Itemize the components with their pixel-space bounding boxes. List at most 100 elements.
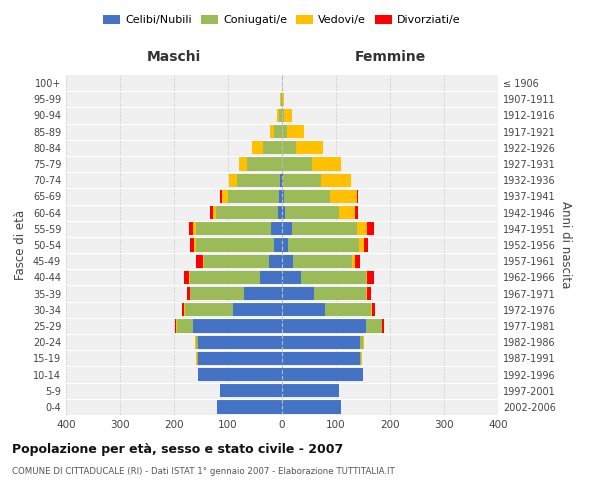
- Bar: [220, 384, 282, 398]
- Bar: [176, 320, 193, 332]
- Bar: [281, 92, 282, 106]
- Bar: [355, 254, 360, 268]
- Bar: [190, 238, 194, 252]
- Bar: [196, 254, 203, 268]
- Bar: [196, 336, 198, 349]
- Bar: [367, 287, 371, 300]
- Bar: [221, 190, 228, 203]
- Bar: [190, 287, 244, 300]
- Bar: [282, 174, 283, 187]
- Bar: [210, 206, 213, 220]
- Bar: [184, 270, 189, 284]
- Bar: [244, 287, 282, 300]
- Bar: [314, 287, 366, 300]
- Bar: [228, 190, 280, 203]
- Bar: [194, 336, 196, 349]
- Bar: [175, 320, 176, 332]
- Bar: [282, 109, 284, 122]
- Bar: [277, 109, 280, 122]
- Bar: [301, 270, 366, 284]
- Bar: [282, 222, 292, 235]
- Bar: [284, 109, 292, 122]
- Text: COMUNE DI CITTADUCALE (RI) - Dati ISTAT 1° gennaio 2007 - Elaborazione TUTTITALI: COMUNE DI CITTADUCALE (RI) - Dati ISTAT …: [12, 468, 395, 476]
- Bar: [293, 254, 352, 268]
- Bar: [321, 174, 350, 187]
- Bar: [190, 270, 260, 284]
- Bar: [296, 141, 323, 154]
- Bar: [269, 254, 282, 268]
- Bar: [280, 92, 281, 106]
- Bar: [282, 303, 325, 316]
- Text: Femmine: Femmine: [355, 50, 425, 64]
- Bar: [193, 320, 282, 332]
- Bar: [269, 125, 274, 138]
- Bar: [289, 238, 359, 252]
- Bar: [271, 222, 282, 235]
- Bar: [282, 287, 314, 300]
- Bar: [292, 222, 356, 235]
- Bar: [185, 303, 233, 316]
- Bar: [382, 320, 383, 332]
- Bar: [366, 287, 367, 300]
- Bar: [282, 190, 284, 203]
- Bar: [282, 320, 366, 332]
- Bar: [260, 270, 282, 284]
- Bar: [220, 190, 221, 203]
- Bar: [196, 352, 197, 365]
- Bar: [330, 190, 357, 203]
- Bar: [364, 238, 368, 252]
- Bar: [282, 141, 296, 154]
- Bar: [367, 222, 374, 235]
- Bar: [282, 384, 338, 398]
- Bar: [282, 400, 341, 413]
- Text: Maschi: Maschi: [147, 50, 201, 64]
- Bar: [204, 254, 269, 268]
- Bar: [355, 206, 358, 220]
- Bar: [196, 222, 271, 235]
- Bar: [239, 158, 247, 170]
- Bar: [282, 368, 363, 381]
- Bar: [282, 254, 293, 268]
- Bar: [282, 352, 360, 365]
- Bar: [278, 206, 282, 220]
- Bar: [282, 270, 301, 284]
- Bar: [213, 206, 215, 220]
- Bar: [282, 336, 360, 349]
- Bar: [280, 174, 282, 187]
- Bar: [247, 158, 282, 170]
- Bar: [263, 141, 282, 154]
- Bar: [194, 238, 196, 252]
- Bar: [198, 368, 282, 381]
- Text: Popolazione per età, sesso e stato civile - 2007: Popolazione per età, sesso e stato civil…: [12, 442, 343, 456]
- Bar: [282, 238, 289, 252]
- Bar: [282, 158, 312, 170]
- Bar: [339, 206, 355, 220]
- Bar: [366, 270, 367, 284]
- Bar: [187, 287, 190, 300]
- Bar: [312, 158, 341, 170]
- Bar: [366, 320, 382, 332]
- Legend: Celibi/Nubili, Coniugati/e, Vedovi/e, Divorziati/e: Celibi/Nubili, Coniugati/e, Vedovi/e, Di…: [99, 10, 465, 30]
- Bar: [229, 174, 237, 187]
- Bar: [182, 303, 184, 316]
- Bar: [196, 238, 274, 252]
- Bar: [356, 222, 367, 235]
- Bar: [283, 92, 284, 106]
- Bar: [217, 400, 282, 413]
- Bar: [189, 270, 190, 284]
- Y-axis label: Fasce di età: Fasce di età: [14, 210, 27, 280]
- Bar: [280, 190, 282, 203]
- Bar: [325, 303, 371, 316]
- Bar: [282, 125, 287, 138]
- Bar: [253, 141, 263, 154]
- Bar: [198, 352, 282, 365]
- Bar: [280, 109, 282, 122]
- Bar: [371, 303, 376, 316]
- Bar: [285, 206, 339, 220]
- Bar: [198, 336, 282, 349]
- Bar: [282, 206, 285, 220]
- Y-axis label: Anni di nascita: Anni di nascita: [559, 202, 572, 288]
- Bar: [197, 352, 198, 365]
- Bar: [274, 238, 282, 252]
- Bar: [189, 222, 193, 235]
